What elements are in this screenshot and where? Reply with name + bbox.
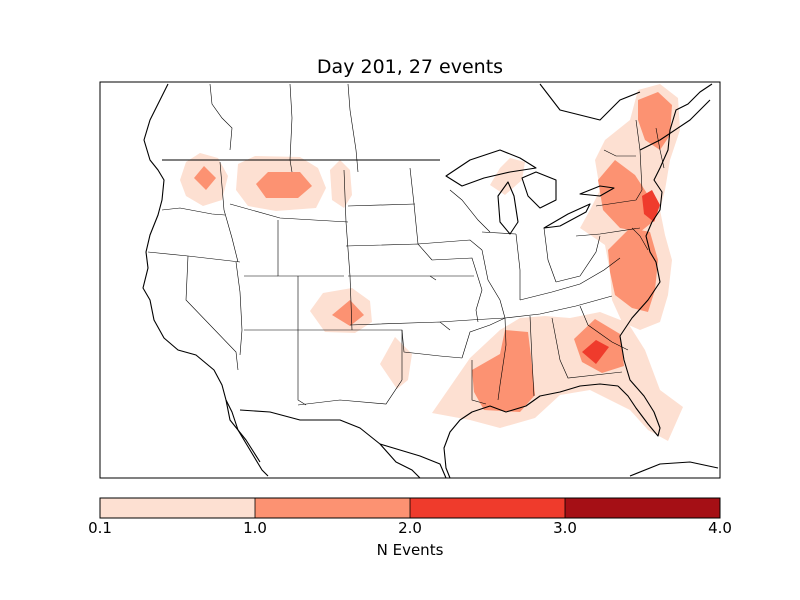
region-new-jersey-peak <box>642 190 660 222</box>
region-carolinas-core <box>608 228 658 312</box>
region-gulf <box>432 312 683 441</box>
pacific-coastline <box>142 83 269 477</box>
colorbar-bin <box>565 498 720 518</box>
region-montana-core <box>256 172 312 198</box>
region-colorado-core <box>332 300 364 326</box>
us-mexico-border <box>239 409 421 479</box>
baja-coastline <box>225 399 261 463</box>
region-mississippi-core <box>472 330 535 412</box>
colorbar-tick-label: 1.0 <box>243 519 267 537</box>
region-washington-core <box>194 166 216 190</box>
density-layer-light <box>180 84 683 441</box>
region-michigan <box>490 158 525 195</box>
colorbar-tick-label: 4.0 <box>708 519 732 537</box>
lake-superior <box>445 149 537 187</box>
cuba-coastline <box>629 461 719 477</box>
density-layer-medium <box>194 92 672 412</box>
colorbar-label: N Events <box>376 541 444 559</box>
colorbar-tick-label: 3.0 <box>553 519 577 537</box>
region-new-england-core <box>638 92 672 150</box>
colorbar-bin <box>100 498 255 518</box>
rio-grande <box>379 443 447 479</box>
atlantic-coastline <box>617 83 713 437</box>
region-mid-atlantic-core <box>598 160 655 232</box>
colorbar-tick-label: 0.1 <box>88 519 112 537</box>
lake-huron <box>521 171 557 209</box>
map-title: Day 201, 27 events <box>316 56 504 78</box>
lake-ontario <box>579 185 615 197</box>
density-layer-strong <box>582 190 660 364</box>
colorbar-frame <box>99 497 721 519</box>
hudson-bay-shore <box>539 83 641 121</box>
region-texas-panhandle <box>380 337 412 389</box>
colorbar <box>99 497 721 519</box>
lake-michigan <box>497 181 519 235</box>
lake-erie <box>543 203 591 229</box>
region-georgia-peak <box>582 340 609 364</box>
coastlines <box>142 83 719 479</box>
st-lawrence <box>639 99 711 151</box>
colorbar-bin <box>410 498 565 518</box>
region-north-dakota <box>330 160 352 208</box>
gulf-coastline <box>443 383 619 479</box>
map-frame <box>99 81 721 479</box>
colorbar-bin <box>255 498 410 518</box>
colorbar-tick-label: 2.0 <box>398 519 422 537</box>
state-borders <box>147 83 665 406</box>
